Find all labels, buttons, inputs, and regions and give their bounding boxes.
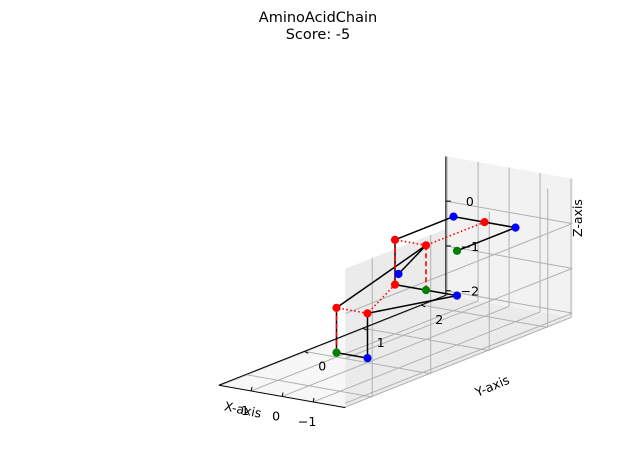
hh-contact <box>336 307 368 315</box>
floor-gridline-y <box>304 350 431 375</box>
floor-gridline-y <box>362 327 490 352</box>
residue-point-p <box>394 269 403 279</box>
floor-gridline-x <box>281 305 510 397</box>
backbone-bond <box>453 215 485 223</box>
floor-gridline-x <box>219 294 448 386</box>
y-axis-line <box>218 294 447 386</box>
residue-point-p <box>363 354 372 363</box>
residue-point-p <box>511 223 520 232</box>
y-tick-mark <box>362 327 367 331</box>
residue-point-h <box>421 241 431 250</box>
x-tick-mark <box>312 397 315 403</box>
residue-point-terminal <box>421 286 431 295</box>
z-tick-label: 0 <box>466 194 474 209</box>
x-tick-mark <box>250 386 253 392</box>
residue-point-h <box>363 309 372 318</box>
x-tick-label: −1 <box>298 414 316 429</box>
floor-gridline-x <box>312 311 541 403</box>
floor-gridline-x <box>250 300 479 392</box>
back-gridline-z <box>445 200 573 225</box>
backbone-bond <box>394 215 454 241</box>
x-tick-mark <box>281 392 284 397</box>
backbone-bond <box>456 226 516 252</box>
residue-point-terminal <box>332 348 341 357</box>
chart-title: AminoAcidChain <box>259 10 377 26</box>
x-tick-label: 0 <box>272 408 280 423</box>
y-tick-mark <box>304 350 309 354</box>
back-gridline-z <box>445 290 573 314</box>
gridlines <box>219 156 573 408</box>
backbone-bond <box>484 221 516 229</box>
hh-contact <box>366 284 396 314</box>
floor-gridline-y <box>421 304 548 328</box>
residue-point-h <box>390 280 400 289</box>
y-tick-label: 2 <box>435 312 443 327</box>
back-gridline-z <box>445 245 573 269</box>
residue-points <box>332 212 520 363</box>
hh-contact <box>394 239 427 247</box>
left-gridline-z <box>345 312 573 404</box>
backbone-bond <box>394 283 427 291</box>
x-tick-label: 1 <box>241 403 249 418</box>
hh-contacts <box>335 221 485 353</box>
y-axis-title: Y-axis <box>472 372 512 400</box>
z-tick-label: −1 <box>461 239 479 254</box>
z-axis-title: Z-axis <box>570 199 585 237</box>
residue-point-p <box>449 212 458 221</box>
left-gridline-z <box>345 223 573 315</box>
residue-point-h <box>332 303 341 312</box>
backbone-bonds <box>335 215 516 359</box>
hh-contact <box>425 221 485 247</box>
residue-point-terminal <box>452 246 462 255</box>
left-gridline-z <box>345 267 573 359</box>
z-tick-label: −2 <box>461 284 479 299</box>
floor-gridline-x <box>343 316 572 408</box>
backbone-bond <box>425 289 458 297</box>
y-tick-mark <box>421 304 426 308</box>
residue-point-p <box>452 291 462 300</box>
y-tick-label: 0 <box>318 358 326 373</box>
y-tick-label: 1 <box>377 335 385 350</box>
floor-gridline-y <box>245 374 373 398</box>
chart-subtitle: Score: -5 <box>286 27 351 43</box>
backbone-bond <box>367 294 458 315</box>
backbone-bond <box>336 351 368 359</box>
backbone-bond <box>336 244 427 309</box>
backbone-bond <box>397 244 427 275</box>
residue-point-h <box>390 235 400 244</box>
residue-point-h <box>480 218 489 227</box>
